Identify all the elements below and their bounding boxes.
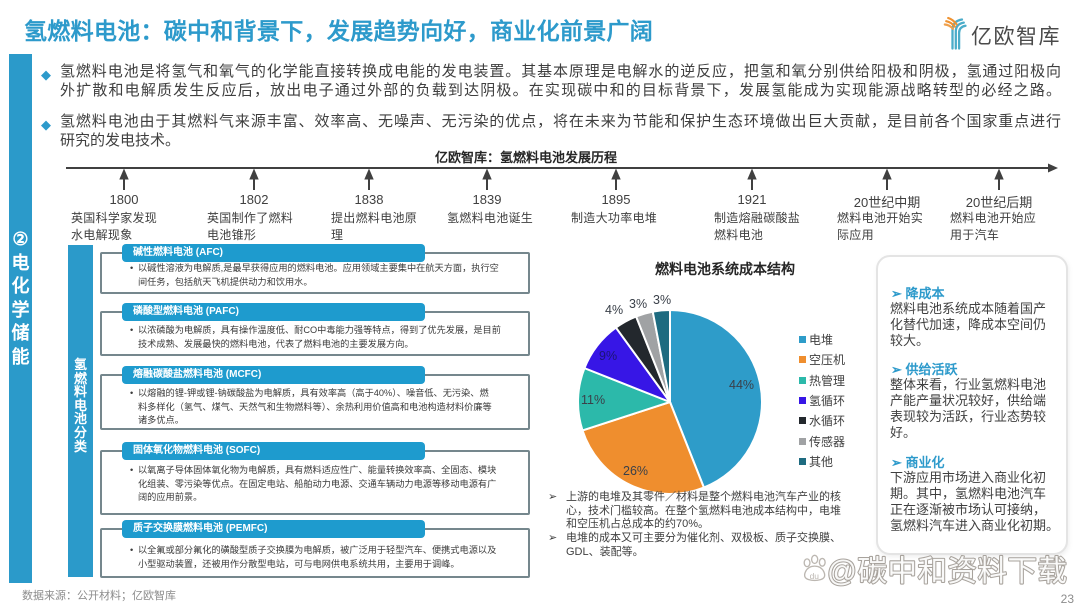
svg-text:@碳中和资料下载: @碳中和资料下载: [827, 555, 1067, 588]
svg-text:亿欧智库: 亿欧智库: [971, 26, 1061, 49]
svg-text:du: du: [810, 571, 820, 581]
